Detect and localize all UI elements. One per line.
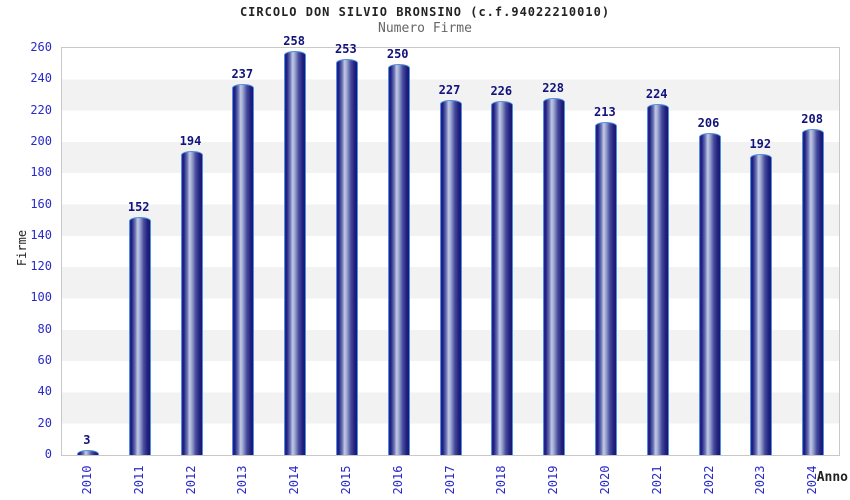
bar-2011 [128,217,151,455]
bar-value-label-2023: 192 [749,137,772,152]
plot-area [61,47,840,456]
bar-2015 [335,58,358,455]
y-tick-label-40: 40 [37,384,52,399]
bar-2019 [543,98,566,455]
bar-value-label-2011: 152 [127,200,150,215]
bar-2024 [802,129,825,455]
bar-2013 [232,84,255,455]
x-tick-label-2016: 2016 [390,465,405,495]
bar-value-label-2018: 226 [490,84,513,99]
x-tick-label-2014: 2014 [287,465,302,495]
bar-value-label-2024: 208 [801,112,823,127]
x-tick-label-2017: 2017 [442,465,457,495]
x-tick-label-2011: 2011 [131,465,146,495]
bar-2010 [76,450,99,455]
bar-value-label-2010: 3 [83,433,91,448]
bar-value-label-2016: 250 [386,46,409,61]
bar-2018 [491,101,514,455]
y-tick-label-160: 160 [30,196,52,211]
bar-2014 [284,51,307,455]
x-tick-label-2021: 2021 [649,465,664,495]
chart-subtitle: Numero Firme [378,21,472,36]
x-tick-label-2012: 2012 [183,465,198,495]
x-tick-label-2023: 2023 [753,465,768,495]
bar-value-label-2015: 253 [335,41,357,56]
y-tick-label-140: 140 [30,227,52,242]
bar-value-label-2022: 206 [697,115,720,130]
y-tick-label-200: 200 [30,133,52,148]
bar-2017 [439,99,462,455]
x-tick-label-2013: 2013 [235,465,250,495]
x-tick-label-2010: 2010 [79,465,94,495]
y-tick-label-120: 120 [30,259,52,274]
y-tick-label-100: 100 [30,290,52,305]
x-tick-label-2024: 2024 [805,465,820,495]
y-tick-label-80: 80 [37,321,52,336]
bar-2023 [750,154,773,455]
y-tick-label-220: 220 [30,102,52,117]
bar-2022 [698,132,721,455]
y-tick-label-180: 180 [30,165,52,180]
x-tick-label-2022: 2022 [701,465,716,495]
y-tick-label-60: 60 [37,353,52,368]
bar-value-label-2021: 224 [645,87,668,102]
y-tick-label-260: 260 [30,40,52,54]
bar-2016 [387,63,410,455]
bar-value-label-2017: 227 [438,82,461,97]
bar-2020 [594,121,617,455]
bar-2021 [646,104,669,455]
bar-value-label-2013: 237 [231,67,254,81]
bar-value-label-2012: 194 [179,134,202,149]
x-tick-label-2020: 2020 [597,465,612,495]
x-tick-label-2018: 2018 [494,465,509,495]
bar-value-label-2019: 228 [542,81,564,96]
y-tick-label-240: 240 [30,71,52,86]
bar-value-label-2020: 213 [594,104,616,119]
bar-value-label-2014: 258 [283,34,305,49]
chart-title: CIRCOLO DON SILVIO BRONSINO (c.f.9402221… [239,5,611,19]
y-tick-label-20: 20 [37,415,52,430]
y-tick-label-0: 0 [44,447,52,461]
bar-2012 [180,151,203,455]
x-tick-label-2019: 2019 [546,465,561,495]
x-tick-label-2015: 2015 [338,465,353,495]
x-axis-label: Anno [816,470,848,485]
